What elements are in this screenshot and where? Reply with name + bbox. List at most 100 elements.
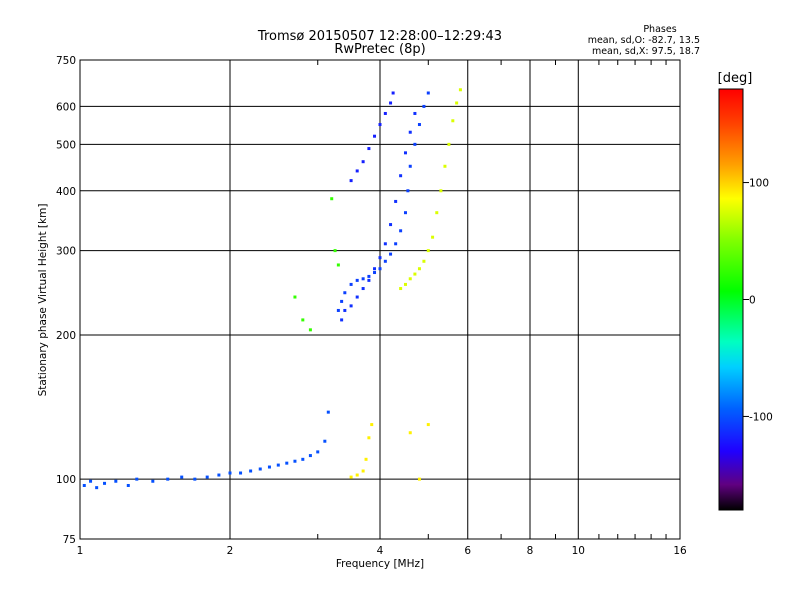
data-point [364,457,368,461]
x-tick-label: 10 [572,545,585,557]
data-point [431,235,435,239]
data-point [217,473,221,477]
data-point [336,308,340,312]
data-point [367,147,371,151]
data-point [399,287,403,291]
data-point [316,450,320,454]
y-tick-label: 300 [56,246,76,258]
data-point [349,304,353,308]
y-tick-label: 750 [56,55,76,67]
colorbar-label: [deg] [718,71,753,86]
data-point [333,249,337,253]
data-point [383,259,387,263]
x-tick-label: 6 [464,545,471,557]
data-point [349,179,353,183]
data-point [336,263,340,267]
data-point [103,481,107,485]
stats-line-x: mean, sd,X: 97.5, 18.7 [592,46,700,57]
data-point [417,267,421,271]
data-point [370,423,374,427]
data-point [258,467,262,471]
data-point [426,91,430,95]
y-tick-label: 400 [56,186,76,198]
stats-heading: Phases [643,24,676,35]
data-point [135,477,139,481]
data-point [228,471,232,475]
data-point [249,469,253,473]
data-point [389,223,393,227]
data-point [378,267,382,271]
data-point [293,295,297,299]
data-point [422,259,426,263]
data-point [285,461,289,465]
data-points [82,88,462,490]
data-point [413,111,417,115]
data-point [166,477,170,481]
data-point [417,123,421,127]
data-point [383,242,387,246]
colorbar-tick-label: 0 [749,295,756,307]
data-point [367,274,371,278]
data-point [355,473,359,477]
data-point [323,439,327,443]
y-tick-label: 75 [63,534,76,546]
data-point [276,463,280,467]
data-point [373,134,377,138]
data-point [435,211,439,215]
data-point [180,475,184,479]
data-point [394,199,398,203]
data-point [394,242,398,246]
data-point [82,483,86,487]
data-point [293,459,297,463]
data-point [355,169,359,173]
data-point [355,295,359,299]
data-point [114,479,118,483]
data-point [408,431,412,435]
data-point [361,469,365,473]
data-point [378,256,382,260]
x-tick-label: 16 [673,545,687,557]
data-point [408,164,412,168]
data-point [95,486,99,490]
data-point [422,104,426,108]
data-point [389,252,393,256]
data-point [343,308,347,312]
data-point [340,299,344,303]
data-point [391,91,395,95]
data-point [301,457,305,461]
data-point [458,88,462,92]
x-tick-label: 2 [227,545,234,557]
data-point [330,197,334,201]
x-tick-label: 1 [77,545,84,557]
data-point [326,410,330,414]
data-point [367,278,371,282]
data-point [403,151,407,155]
x-tick-label: 8 [527,545,534,557]
y-tick-label: 500 [56,139,76,151]
data-point [193,477,197,481]
data-point [349,282,353,286]
y-tick-label: 100 [56,474,76,486]
x-axis-ticks: 1 2 4 6 8 10 16 [77,545,687,557]
x-tick-label: 4 [377,545,384,557]
data-point [451,119,455,123]
data-point [373,271,377,275]
colorbar-tick-label: -100 [749,411,773,423]
data-point [408,130,412,134]
data-point [373,267,377,271]
data-point [126,483,130,487]
data-point [426,249,430,253]
data-point [301,318,305,322]
data-point [343,291,347,295]
data-point [403,282,407,286]
data-point [361,277,365,281]
data-point [308,454,312,458]
data-point [399,174,403,178]
data-point [426,423,430,427]
data-point [367,436,371,440]
data-point [239,471,243,475]
stats-line-o: mean, sd,O: -82.7, 13.5 [588,35,700,46]
data-point [267,465,271,469]
data-point [413,142,417,146]
y-tick-label: 200 [56,330,76,342]
